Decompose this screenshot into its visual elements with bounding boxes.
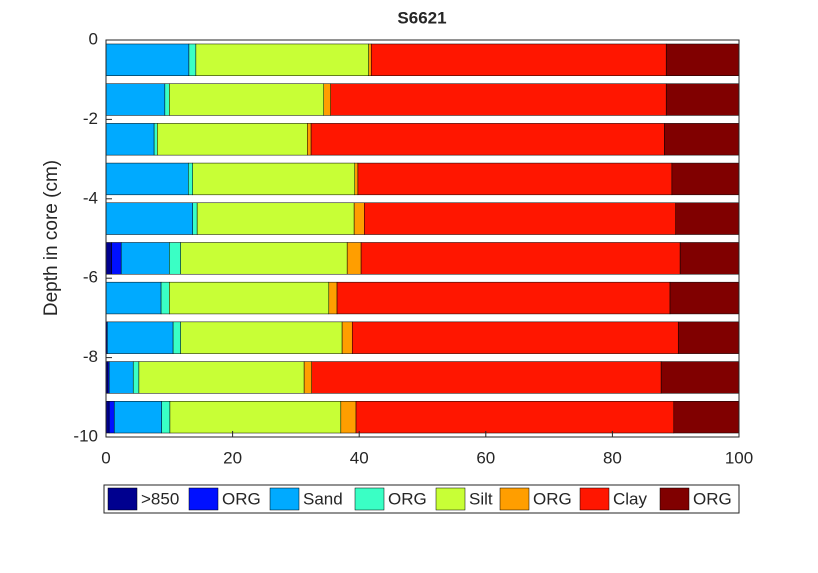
bar-segment [113,401,162,434]
bar-segment [169,281,330,315]
y-axis-label: Depth in core (cm) [41,160,62,316]
legend-swatch [659,487,690,511]
bar-segment [192,202,198,235]
bar-segment [664,123,740,156]
legend-swatch [354,487,385,511]
bar-segment [169,242,181,275]
bar-segment [105,123,155,156]
bar-segment [196,202,355,235]
bar-segment [310,123,665,156]
bar-segment [671,162,740,196]
bar-segment [105,83,166,116]
x-tick-label: 0 [101,448,110,467]
x-tick-label: 60 [476,448,495,467]
bar-segment [188,43,197,76]
bar-segment [192,162,356,196]
legend-swatch [579,487,610,511]
bar-segment [357,162,673,196]
bar-segment [360,242,681,275]
bar-segment [307,123,312,156]
legend-label: Silt [469,489,493,508]
bar-segment [677,321,740,354]
bar-segment [328,281,338,315]
bar-segment [303,361,312,394]
legend-label: Sand [303,489,343,508]
x-tick-label: 20 [223,448,242,467]
y-tick-label: 0 [89,29,98,48]
bar-segment [673,401,740,434]
bar-segment [669,281,740,315]
bar-segment [341,321,353,354]
bar-segment [108,401,115,434]
bar-segment [660,361,740,394]
legend-swatch [269,487,300,511]
bar-segment [107,321,174,354]
bar-segment [105,281,162,315]
x-tick-label: 100 [725,448,753,467]
bar-segment [354,162,359,196]
y-tick-label: -8 [83,347,98,366]
axes-box [105,39,740,438]
bar-segment [111,242,122,275]
bar-segment [364,202,676,235]
legend-label: ORG [222,489,261,508]
bar-segment [180,321,343,354]
legend-label: ORG [693,489,732,508]
bar-segment [161,401,171,434]
bar-segment [346,242,362,275]
bar-segment [679,242,740,275]
y-tick-label: -10 [73,426,98,445]
bar-segment [330,83,667,116]
bar-segment [172,321,181,354]
legend-swatch [499,487,530,511]
bar-segment [157,123,308,156]
legend-label: >850 [141,489,179,508]
x-tick-label: 80 [603,448,622,467]
legend-label: ORG [388,489,427,508]
y-tick-label: -2 [83,109,98,128]
bar-segment [323,83,331,116]
bar-segment [169,401,342,434]
y-tick-label: -6 [83,268,98,287]
legend-label: Clay [613,489,648,508]
bar-segment [164,83,170,116]
bar-segment [351,321,679,354]
bar-segment [188,162,193,196]
legend-swatch [188,487,219,511]
bar-segment [105,242,112,275]
bar-segment [340,401,357,434]
bar-segment [355,401,675,434]
x-tick-label: 40 [350,448,369,467]
y-tick-label: -4 [83,188,98,207]
bar-segment [153,123,158,156]
bar-segment [160,281,170,315]
bar-segment [105,202,193,235]
bar-segment [132,361,140,394]
legend-label: ORG [533,489,572,508]
bar-segment [665,43,740,76]
bar-segment [105,162,189,196]
chart-title: S6621 [397,8,446,27]
bar-segment [370,43,667,76]
bar-segment [169,83,325,116]
bar-segment [195,43,369,76]
bar-segment [311,361,662,394]
bar-segment [353,202,365,235]
bar-segment [368,43,372,76]
bar-segment [675,202,740,235]
bar-segment [336,281,671,315]
legend-swatch [107,487,138,511]
bar-segment [105,43,190,76]
bar-segment [138,361,305,394]
bar-segment [665,83,740,116]
bar-segment [120,242,170,275]
bar-segment [180,242,348,275]
legend-swatch [435,487,466,511]
bar-segment [108,361,134,394]
